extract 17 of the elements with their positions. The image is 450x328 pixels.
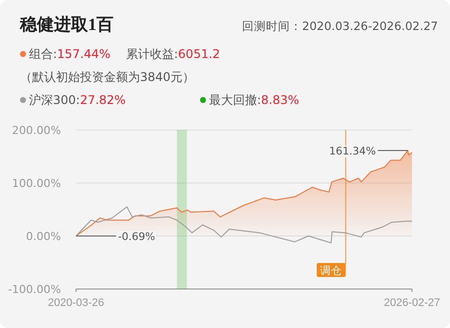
y-tick-label: 100.00% (12, 177, 61, 190)
x-tick-label: 2020-03-26 (48, 297, 104, 309)
chart-subtitle: 回测时间：2020.03.26-2026.02.27 (242, 19, 438, 33)
legend-label: 组合:157.44% (29, 47, 110, 61)
x-tick-label: 2026-02-27 (384, 297, 440, 309)
y-tick-label: 200.00% (12, 124, 61, 137)
text: 累计收益:6051.2 (126, 47, 220, 61)
legend-label: 最大回撤:8.83% (209, 93, 300, 107)
y-tick-label: 0.00% (26, 230, 61, 243)
y-tick-label: -100.00% (8, 283, 61, 296)
text: （默认初始投资金额为3840元） (20, 70, 195, 84)
annotation: 161.34% (329, 145, 376, 158)
ref-line-label: 调仓 (320, 265, 342, 277)
legend-label: 沪深300:27.82% (29, 93, 126, 107)
chart-title: 稳健进取1百 (19, 15, 114, 34)
line-series (76, 206, 412, 244)
annotation: -0.69% (118, 231, 156, 243)
